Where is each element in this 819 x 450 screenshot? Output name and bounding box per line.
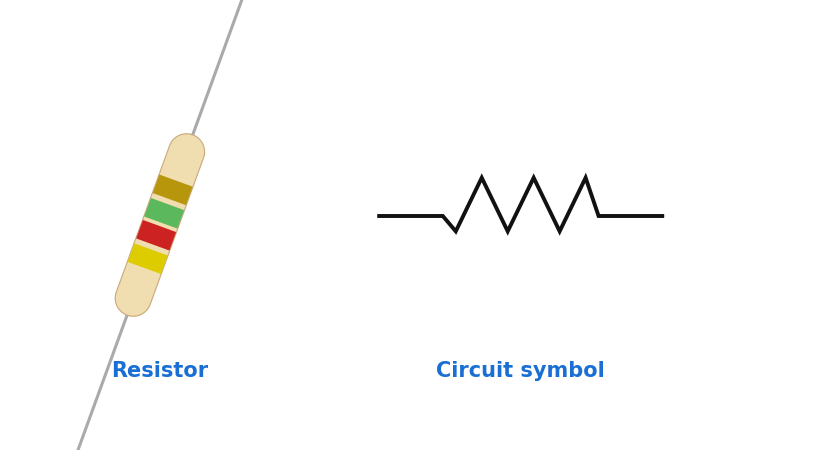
- Text: Resistor: Resistor: [111, 361, 208, 381]
- Polygon shape: [115, 134, 204, 316]
- Polygon shape: [136, 220, 176, 251]
- Polygon shape: [144, 198, 184, 229]
- Text: Circuit symbol: Circuit symbol: [436, 361, 604, 381]
- Polygon shape: [128, 243, 167, 274]
- Polygon shape: [152, 175, 192, 205]
